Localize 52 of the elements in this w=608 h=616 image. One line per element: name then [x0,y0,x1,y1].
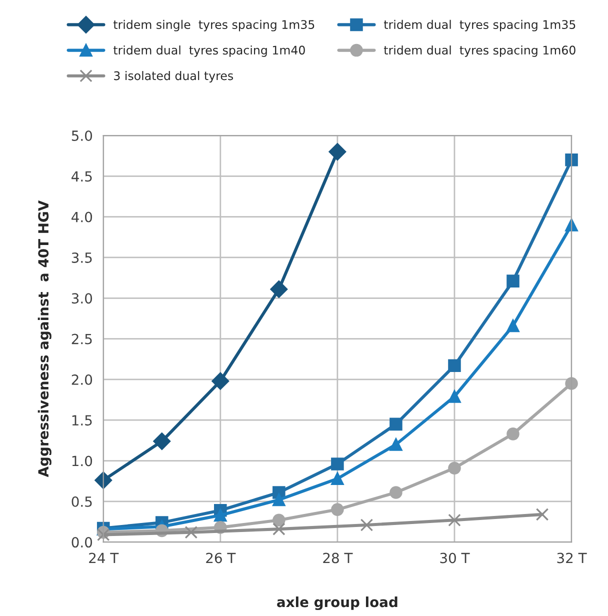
point [184,526,198,539]
y-tick-label: 3.5 [72,252,92,263]
point [390,418,402,431]
point [270,280,288,298]
y-tick-label: 2.0 [72,374,92,385]
point [565,154,578,166]
point [272,493,286,506]
legend-label: tridem dual tyres spacing 1m40 [113,45,305,57]
x-tick-label: 26 T [206,552,236,564]
y-tick-label: 1.5 [72,415,92,426]
x-tick-label: 32 T [557,552,587,564]
y-tick-label: 3.0 [72,293,92,304]
x-tick-label: 24 T [89,552,119,564]
point [153,432,171,450]
y-tick-label: 1.0 [72,456,92,466]
x-tick-label: 28 T [323,552,353,564]
point [506,428,520,440]
point [448,514,461,527]
point [94,472,112,489]
point [331,472,344,486]
legend-label: tridem dual tyres spacing 1m60 [384,45,576,57]
x-tick-label: 30 T [440,552,470,564]
point [272,514,286,527]
point [506,274,520,288]
point [536,508,549,521]
point [272,522,286,536]
y-tick-label: 5.0 [72,130,92,141]
point [328,143,346,160]
point [448,462,461,474]
point [96,528,110,542]
legend-label: 3 isolated dual tyres [114,71,234,82]
y-tick-label: 0.5 [72,496,92,507]
point [212,372,230,390]
y-tick-label: 2.5 [72,334,92,344]
point [214,508,227,522]
x-axis-title: axle group load [277,596,398,610]
y-axis-title: Aggressiveness against a 40T HGV [38,200,52,478]
legend-label: tridem single tyres spacing 1m35 [113,20,314,32]
y-tick-label: 4.5 [72,171,92,182]
point [390,438,402,451]
y-tick-label: 0.0 [72,537,92,548]
point [448,359,461,372]
point [506,319,520,332]
point [565,218,578,232]
point [360,518,374,532]
point [331,458,344,470]
point [331,503,344,516]
legend-label: tridem dual tyres spacing 1m35 [384,20,576,32]
point [565,377,578,390]
point [390,486,402,499]
point [448,390,461,403]
y-tick-label: 4.0 [72,212,92,222]
